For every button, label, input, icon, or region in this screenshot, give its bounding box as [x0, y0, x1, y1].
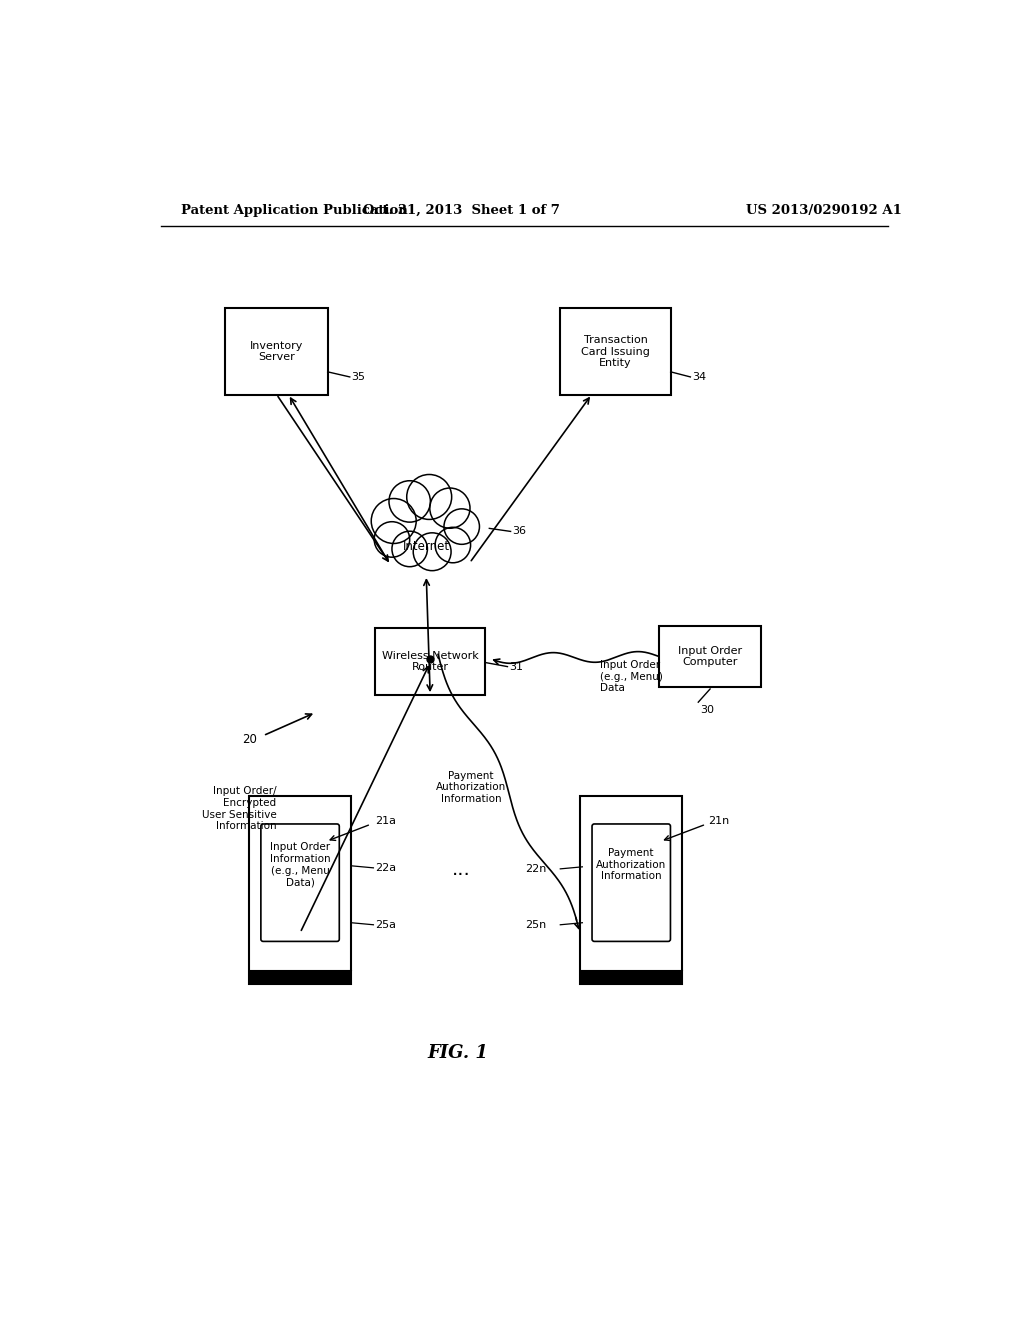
Bar [658, 626, 761, 686]
Text: 21n: 21n [708, 816, 729, 826]
Text: 36: 36 [512, 527, 526, 536]
Text: Payment
Authorization
Information: Payment Authorization Information [596, 849, 667, 882]
Text: 35: 35 [351, 372, 366, 381]
Text: Input Order
Computer: Input Order Computer [678, 645, 742, 667]
Circle shape [372, 499, 416, 544]
Text: Inventory
Server: Inventory Server [250, 341, 303, 362]
Text: 20: 20 [242, 734, 257, 746]
Text: 25a: 25a [375, 920, 396, 929]
Text: 25n: 25n [524, 920, 546, 929]
Text: Wireless Network
Router: Wireless Network Router [382, 651, 478, 672]
Circle shape [435, 527, 471, 562]
Text: US 2013/0290192 A1: US 2013/0290192 A1 [745, 205, 901, 218]
Bar [375, 628, 485, 694]
Text: FIG. 1: FIG. 1 [427, 1044, 488, 1061]
Bar [225, 309, 328, 395]
Text: 21a: 21a [375, 816, 396, 826]
Bar [249, 796, 351, 985]
Text: 22a: 22a [375, 863, 396, 873]
Text: 30: 30 [699, 705, 714, 715]
Text: 22n: 22n [524, 863, 546, 874]
Text: Transaction
Card Issuing
Entity: Transaction Card Issuing Entity [581, 335, 650, 368]
Circle shape [407, 474, 452, 520]
Circle shape [444, 508, 479, 544]
Circle shape [389, 480, 430, 523]
FancyBboxPatch shape [592, 824, 671, 941]
Circle shape [392, 531, 427, 566]
Text: 34: 34 [692, 372, 707, 381]
Circle shape [374, 521, 410, 557]
Circle shape [430, 488, 470, 528]
Circle shape [414, 533, 452, 570]
Text: 31: 31 [509, 661, 523, 672]
Text: Input Order/
Encrypted
User Sensitive
Information: Input Order/ Encrypted User Sensitive In… [202, 787, 276, 832]
Text: Oct. 31, 2013  Sheet 1 of 7: Oct. 31, 2013 Sheet 1 of 7 [364, 205, 560, 218]
Text: Patent Application Publication: Patent Application Publication [180, 205, 408, 218]
Bar [249, 970, 351, 985]
FancyBboxPatch shape [261, 824, 339, 941]
Text: Payment
Authorization
Information: Payment Authorization Information [436, 771, 506, 804]
Text: Internet: Internet [402, 540, 450, 553]
Bar [560, 309, 671, 395]
Text: Input Order
(e.g., Menu)
Data: Input Order (e.g., Menu) Data [600, 660, 663, 693]
Text: Input Order
Information
(e.g., Menu
Data): Input Order Information (e.g., Menu Data… [269, 842, 331, 887]
Bar [580, 970, 682, 985]
Bar [580, 796, 682, 985]
Text: ...: ... [453, 861, 471, 879]
